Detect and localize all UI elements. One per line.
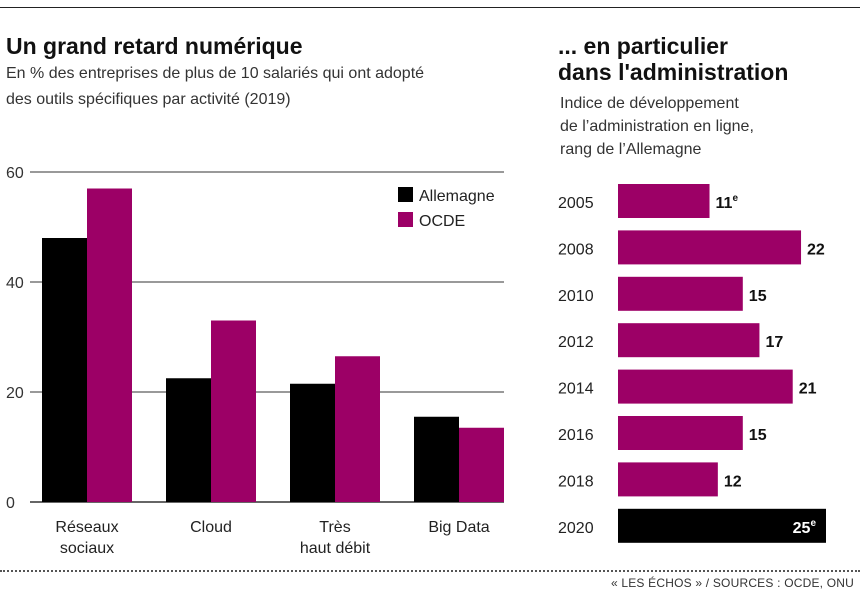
- rank-value: 21: [799, 381, 817, 398]
- year-label: 2008: [558, 241, 594, 258]
- year-label: 2018: [558, 473, 594, 490]
- right-chart-title-line2: dans l'administration: [558, 59, 789, 85]
- rank-bar-2014: [618, 369, 793, 404]
- bar-ocde-2: [335, 356, 380, 502]
- rank-value: 15: [749, 288, 767, 305]
- grouped-bar-chart: 0 20 40 60 Réseaux sociaux Cloud Très haut débit…: [6, 165, 504, 557]
- category-label: Réseaux sociaux: [55, 519, 118, 557]
- bar-allemagne-2: [290, 383, 335, 502]
- bar-allemagne-0: [42, 238, 87, 502]
- source-note: « LES ÉCHOS » / SOURCES : OCDE, ONU: [610, 576, 854, 590]
- legend-label-allemagne: Allemagne: [419, 188, 495, 205]
- rank-bar-2012: [618, 323, 760, 358]
- legend-swatch-allemagne: [398, 187, 413, 202]
- right-chart-title-line1: ... en particulier: [558, 33, 728, 59]
- bar-ocde-3: [459, 427, 504, 502]
- rank-label: 21: [799, 381, 817, 398]
- left-chart-subtitle-line1: En % des entreprises de plus de 10 salar…: [6, 65, 425, 82]
- rank-value: 22: [807, 241, 825, 258]
- year-label: 2014: [558, 381, 594, 398]
- category-label-line: sociaux: [60, 540, 114, 557]
- year-label: 2016: [558, 427, 594, 444]
- legend-swatch-ocde: [398, 212, 413, 227]
- bar-ocde-1: [211, 320, 256, 502]
- rank-value: 12: [724, 473, 742, 490]
- rank-label: 15: [749, 427, 767, 444]
- right-chart-subtitle-line1: Indice de développement: [560, 95, 739, 112]
- rank-label: 22: [807, 241, 825, 258]
- rank-label: 15: [749, 288, 767, 305]
- category-label-line: haut débit: [300, 540, 371, 557]
- bar-allemagne-1: [166, 378, 211, 502]
- rank-bar-2020: [618, 508, 826, 543]
- year-label: 2005: [558, 195, 594, 212]
- right-chart-subtitle-line3: rang de l’Allemagne: [560, 141, 702, 158]
- category-label-line: Big Data: [428, 519, 489, 536]
- bar-allemagne-3: [414, 416, 459, 502]
- rank-label: 12: [724, 473, 742, 490]
- rank-suffix: e: [810, 518, 816, 529]
- y-tick-label: 60: [6, 165, 24, 182]
- year-label: 2020: [558, 520, 594, 537]
- y-tick-label: 20: [6, 385, 24, 402]
- top-rule: [0, 7, 860, 8]
- rank-value: 25: [793, 520, 811, 537]
- y-tick-label: 40: [6, 275, 24, 292]
- rank-bar-2010: [618, 276, 743, 311]
- category-label: Big Data: [428, 519, 489, 536]
- category-label: Cloud: [190, 519, 232, 536]
- left-chart-title: Un grand retard numérique: [6, 33, 303, 59]
- rank-label: 17: [765, 334, 783, 351]
- rank-suffix: e: [732, 193, 738, 204]
- year-label: 2010: [558, 288, 594, 305]
- y-tick-label: 0: [6, 495, 15, 512]
- rank-bar-2005: [618, 184, 710, 218]
- year-label: 2012: [558, 334, 594, 351]
- category-label-line: Cloud: [190, 519, 232, 536]
- category-label: Très haut débit: [300, 519, 371, 557]
- category-label-line: Réseaux: [55, 519, 118, 536]
- rank-value: 17: [765, 334, 783, 351]
- right-chart-subtitle-line2: de l’administration en ligne,: [560, 118, 754, 135]
- rank-label: 25e: [793, 518, 817, 537]
- bottom-rule: [0, 570, 860, 572]
- category-label-line: Très: [319, 519, 350, 536]
- rank-bar-2018: [618, 462, 718, 497]
- rank-label: 11e: [716, 193, 739, 212]
- left-chart-subtitle-line2: des outils spécifiques par activité (201…: [6, 91, 291, 108]
- legend-label-ocde: OCDE: [419, 213, 465, 230]
- bar-ocde-0: [87, 188, 132, 502]
- rank-value: 11: [716, 195, 733, 212]
- rank-value: 15: [749, 427, 767, 444]
- rank-bar-2008: [618, 230, 802, 265]
- rank-bar-2016: [618, 416, 743, 450]
